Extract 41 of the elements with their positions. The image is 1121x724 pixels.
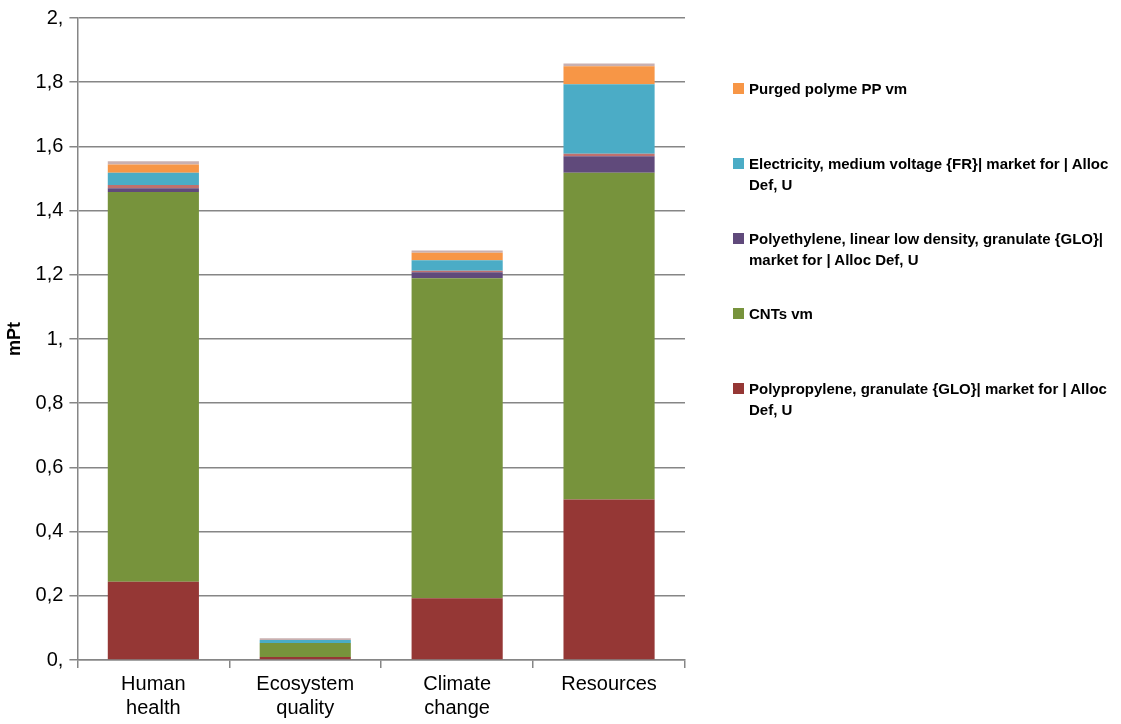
bar bbox=[107, 172, 199, 185]
legend-label: Polypropylene, granulate {GLO}| market for | Alloc Def, U bbox=[749, 379, 1108, 420]
bar bbox=[411, 272, 503, 279]
y-tick-label: 1,2 bbox=[35, 262, 64, 285]
bar bbox=[411, 250, 503, 253]
bar bbox=[259, 657, 351, 660]
bar bbox=[107, 161, 199, 165]
y-tick-label: 1, bbox=[46, 326, 64, 349]
y-axis-title: mPt bbox=[3, 321, 24, 357]
y-tick-label: 1,6 bbox=[35, 133, 64, 156]
y-tick-label: 0,2 bbox=[35, 583, 64, 606]
bar bbox=[563, 156, 655, 173]
legend-label: Polyethylene, linear low density, granulate {GLO}| market for | Alloc Def, U bbox=[749, 229, 1104, 270]
legend-label: CNTs vm bbox=[749, 304, 813, 324]
y-tick-label: 0,4 bbox=[35, 519, 64, 542]
y-tick-label: 0, bbox=[46, 647, 64, 670]
y-tick-label: 2, bbox=[46, 5, 64, 28]
bar bbox=[107, 188, 199, 192]
bar bbox=[563, 84, 655, 154]
y-tick-label: 0,8 bbox=[35, 390, 64, 413]
bar bbox=[563, 66, 655, 85]
x-tick-label: Human health bbox=[121, 671, 186, 718]
x-tick-label: Ecosystem quality bbox=[256, 671, 355, 718]
legend-label: Electricity, medium voltage {FR}| market for | Alloc Def, U bbox=[749, 154, 1110, 195]
bar bbox=[563, 499, 655, 660]
bar bbox=[563, 172, 655, 500]
y-tick-label: 1,8 bbox=[35, 69, 64, 92]
bar bbox=[411, 252, 503, 261]
legend-label: Purged polyme PP vm bbox=[749, 79, 908, 99]
bar bbox=[259, 642, 351, 658]
y-tick-label: 0,6 bbox=[35, 454, 64, 477]
bar bbox=[411, 278, 503, 599]
bar bbox=[107, 191, 199, 582]
bar bbox=[411, 260, 503, 271]
x-tick-label: Resources bbox=[561, 671, 657, 694]
bar bbox=[107, 184, 199, 189]
bar bbox=[107, 164, 199, 173]
x-tick-label: Climate change bbox=[423, 671, 492, 718]
bar bbox=[107, 581, 199, 660]
bar bbox=[411, 598, 503, 660]
y-tick-label: 1,4 bbox=[35, 198, 64, 221]
